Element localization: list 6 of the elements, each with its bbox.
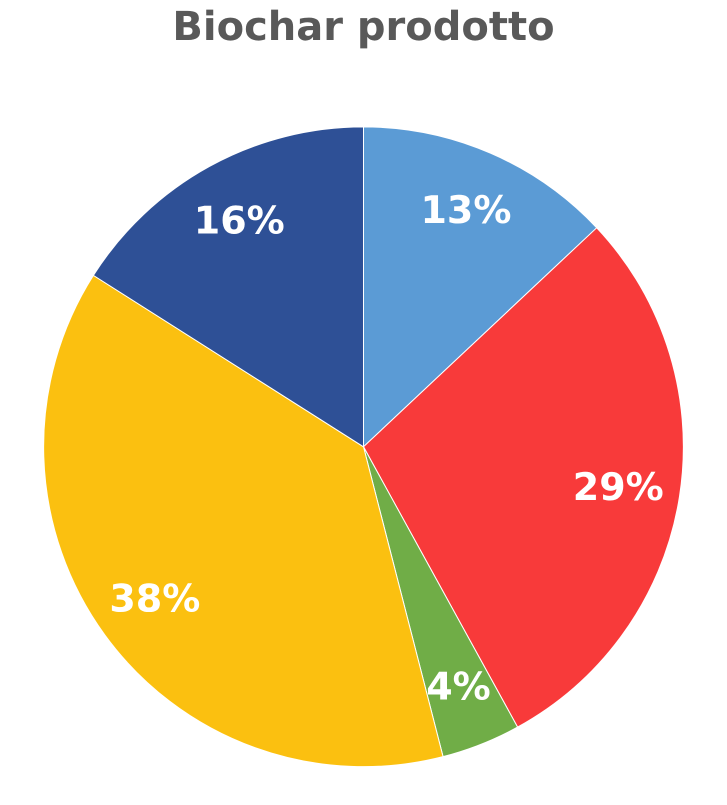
data-label: 13%	[420, 188, 512, 232]
chart-title: Biochar prodotto	[172, 4, 555, 50]
data-label: 4%	[426, 664, 491, 709]
data-label: 29%	[572, 465, 664, 510]
data-label: 38%	[109, 576, 200, 620]
data-label: 16%	[194, 198, 285, 243]
